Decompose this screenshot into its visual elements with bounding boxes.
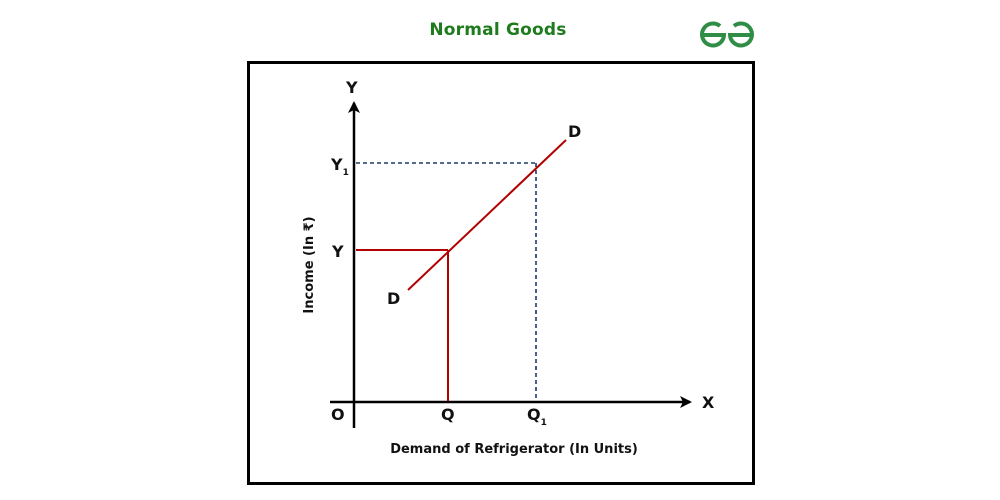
d-start-label: D <box>387 289 400 308</box>
y-tick-label: Y <box>331 242 344 261</box>
x-axis-title: Demand of Refrigerator (In Units) <box>390 442 638 457</box>
y1-tick-label: Y1 <box>330 155 349 178</box>
q-tick-label: Q <box>441 405 455 424</box>
gfg-logo-icon <box>700 21 754 48</box>
y-axis-title: Income (In ₹) <box>302 216 317 313</box>
origin-label: O <box>331 405 345 424</box>
chart-title: Normal Goods <box>429 20 567 40</box>
d-end-label: D <box>568 122 581 141</box>
demand-curve <box>407 139 567 291</box>
q1-tick-label: Q1 <box>527 405 547 428</box>
y-axis-label: Y <box>345 78 358 97</box>
chart-frame <box>247 61 755 485</box>
x-axis-label: X <box>702 393 715 412</box>
